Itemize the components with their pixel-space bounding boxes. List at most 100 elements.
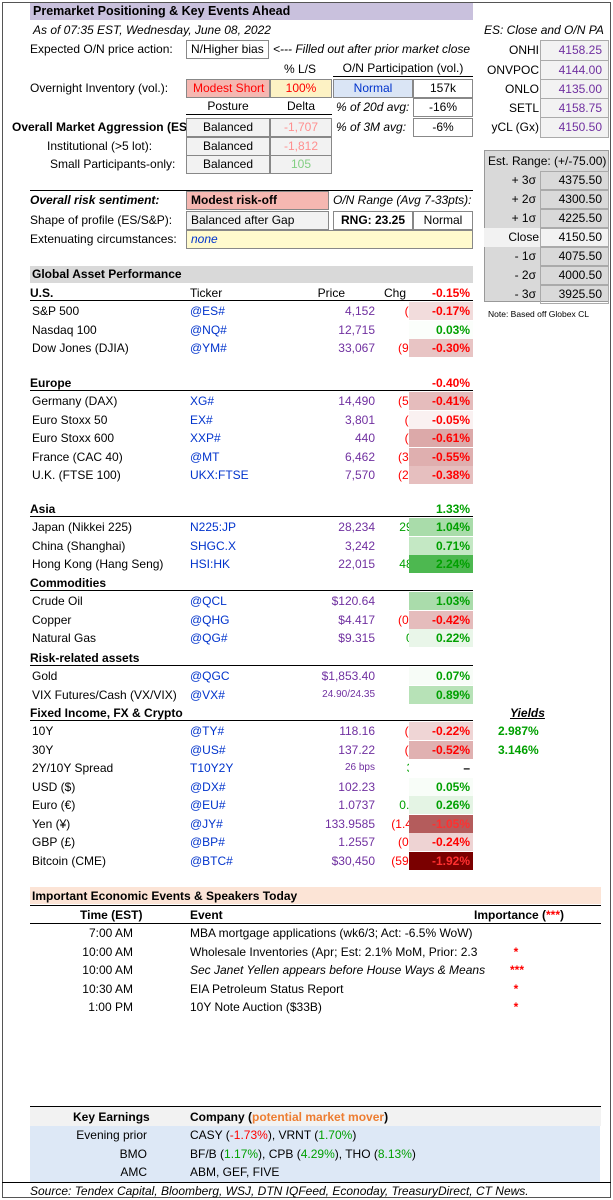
- event-importance: ***: [509, 963, 524, 977]
- est-range-row: - 1σ 4075.50: [484, 247, 609, 266]
- asset-pct: 0.07%: [409, 667, 473, 685]
- est-range-label: + 2σ: [511, 192, 536, 206]
- asset-row: Gold@QGC$1,853.401.300.07%: [30, 667, 473, 685]
- asset-ticker: @DX#: [190, 779, 226, 794]
- asset-name: Euro Stoxx 600: [32, 431, 115, 445]
- earnings-companies: ABM, GEF, FIVE: [190, 1163, 279, 1182]
- asset-ticker: HSI:HK: [190, 557, 231, 571]
- asset-name: Crude Oil: [32, 594, 83, 608]
- asset-name: Yen (¥): [32, 816, 71, 831]
- small-delta: 105: [270, 155, 332, 174]
- es-level-value: 4150.50: [540, 117, 609, 138]
- asset-price: 4,152: [344, 304, 375, 318]
- est-range-label: - 3σ: [514, 287, 536, 301]
- est-range-value: 4075.50: [540, 247, 609, 266]
- asset-price: 6,462: [344, 449, 375, 464]
- inventory-value: Modest Short: [186, 79, 270, 98]
- asset-pct: 2.24%: [409, 555, 473, 573]
- asset-ticker: @BP#: [190, 835, 225, 849]
- asset-ticker: @QG#: [190, 631, 228, 645]
- earnings-header-bg: [30, 1107, 601, 1126]
- es-level-value: 4158.75: [540, 98, 609, 119]
- earnings-item: 8.13%: [377, 1146, 412, 1161]
- es-level-value: 4158.25: [540, 40, 609, 61]
- source-note: Source: Tendex Capital, Bloomberg, WSJ, …: [30, 1184, 529, 1198]
- posture-label: Posture: [186, 99, 270, 115]
- institutional-label: Institutional (>5 lot):: [47, 139, 153, 153]
- es-level-row: ONVPOC 4144.00: [484, 60, 609, 81]
- us-total: -0.15%: [431, 286, 470, 300]
- asset-name: Hong Kong (Hang Seng): [32, 557, 164, 571]
- event-row: 7:00 AM MBA mortgage applications (wk6/3;…: [30, 924, 600, 943]
- es-level-value: 4144.00: [540, 60, 609, 81]
- asia-total: 1.33%: [435, 502, 470, 516]
- asset-price: 12,715: [338, 322, 375, 337]
- europe-label: Europe: [30, 376, 72, 390]
- pct20-label: % of 20d avg:: [336, 100, 410, 114]
- pct-ls-label: % L/S: [283, 62, 316, 76]
- asset-price: 26 bps: [344, 762, 375, 773]
- earnings-when: BMO: [119, 1146, 147, 1161]
- asset-name: 10Y: [32, 724, 54, 738]
- asset-name: Germany (DAX): [32, 394, 118, 408]
- earnings-item: 4.29%: [300, 1146, 335, 1161]
- es-level-label: yCL (Gx): [491, 120, 539, 134]
- asset-price: 102.23: [338, 779, 375, 794]
- asset-price: 28,234: [338, 520, 375, 534]
- est-range-value: 4300.50: [540, 190, 609, 209]
- rng-state: Normal: [413, 211, 473, 230]
- asset-row: VIX Futures/Cash (VX/VIX) @VX# 24.90/24.35…: [30, 685, 473, 704]
- asset-ticker: @BTC#: [190, 853, 233, 868]
- earnings-item: ), VRNT (: [267, 1128, 319, 1142]
- asset-ticker: @QCL: [190, 594, 227, 608]
- asset-ticker: XG#: [190, 394, 215, 408]
- est-range-value: 4225.50: [540, 209, 609, 228]
- aggression-delta: -1,707: [270, 118, 332, 137]
- asset-pct: -0.17%: [409, 302, 473, 320]
- ev-col-importance: Importance (***): [474, 908, 565, 922]
- asset-price: 3,242: [344, 538, 375, 553]
- expected-value: N/Higher bias: [186, 40, 269, 59]
- asia-label: Asia: [30, 502, 56, 516]
- asset-pct: 1.04%: [409, 518, 473, 536]
- pct3m-value: -6%: [413, 118, 473, 137]
- asset-price: $1,853.40: [321, 669, 375, 683]
- institutional-posture: Balanced: [186, 137, 270, 156]
- as-of-date: As of 07:35 EST, Wednesday, June 08, 202…: [33, 23, 271, 37]
- asset-pct: 0.89%: [409, 685, 473, 704]
- aggression-label: Overall Market Aggression (ES):: [12, 120, 195, 134]
- gap-title: Global Asset Performance: [30, 266, 473, 283]
- asset-name: Euro (€): [32, 798, 76, 812]
- event-time: 7:00 AM: [88, 926, 133, 940]
- asset-price: $30,450: [331, 853, 375, 868]
- earnings-when: AMC: [120, 1165, 147, 1179]
- events-header-rule: [30, 923, 601, 924]
- asset-ticker: @YM#: [190, 341, 227, 355]
- est-range-row: - 3σ 3925.50: [484, 285, 609, 304]
- es-level-row: SETL 4158.75: [484, 98, 609, 119]
- es-level-label: ONHI: [509, 43, 539, 57]
- est-range-value: 4375.50: [540, 171, 609, 190]
- expected-note: <--- Filled out after prior market close: [273, 42, 471, 56]
- earnings-item: 1.70%: [318, 1128, 353, 1142]
- earnings-item: CASY (: [190, 1128, 230, 1142]
- asset-name: 2Y/10Y Spread: [32, 761, 114, 775]
- inventory-pct: 100%: [270, 79, 332, 98]
- asset-row: Dow Jones (DJIA)@YM#33,067(98.00)-0.30%: [30, 339, 473, 357]
- asset-pct: -0.61%: [409, 429, 473, 447]
- asset-pct: 0.26%: [409, 796, 473, 814]
- est-range-value: 3925.50: [540, 285, 609, 304]
- event-name: MBA mortgage applications (wk6/3; Act: -…: [190, 926, 473, 940]
- asset-price: 137.22: [338, 742, 375, 757]
- asset-ticker: SHGC.X: [190, 538, 237, 553]
- commodities-divider: [30, 590, 473, 591]
- asset-pct: -0.30%: [409, 339, 473, 357]
- asia-divider: [30, 516, 473, 517]
- asset-ticker: UKX:FTSE: [190, 468, 249, 482]
- asset-price: 3,801: [344, 412, 375, 427]
- earn-col-key: Key Earnings: [73, 1110, 150, 1124]
- extenuating-label: Extenuating circumstances:: [30, 232, 177, 246]
